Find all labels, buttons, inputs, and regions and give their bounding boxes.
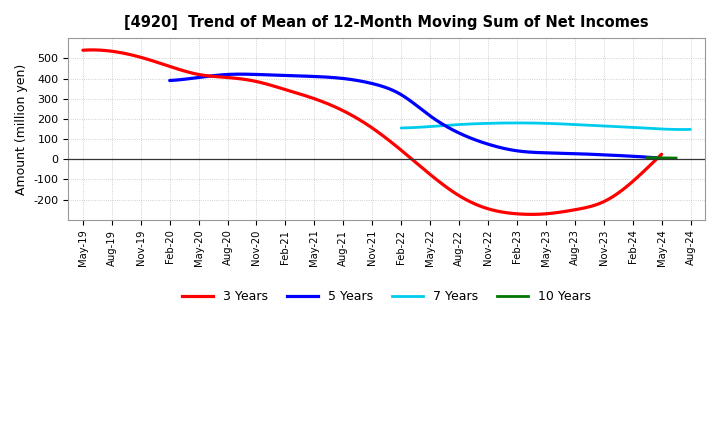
Y-axis label: Amount (million yen): Amount (million yen) <box>15 63 28 194</box>
Legend: 3 Years, 5 Years, 7 Years, 10 Years: 3 Years, 5 Years, 7 Years, 10 Years <box>177 285 596 308</box>
Title: [4920]  Trend of Mean of 12-Month Moving Sum of Net Incomes: [4920] Trend of Mean of 12-Month Moving … <box>125 15 649 30</box>
